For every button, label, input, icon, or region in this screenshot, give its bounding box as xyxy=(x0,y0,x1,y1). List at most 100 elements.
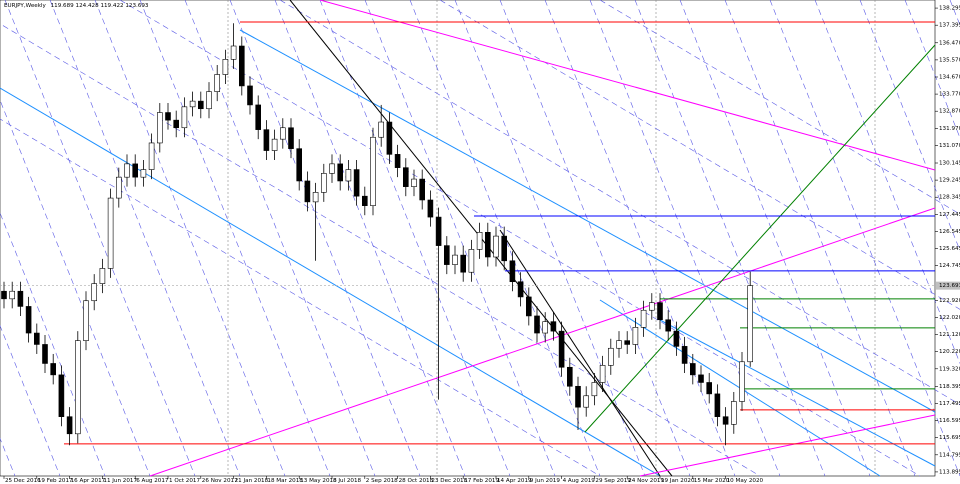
fan-line xyxy=(94,0,286,477)
last-price-box xyxy=(936,281,960,290)
fan-line xyxy=(589,0,781,477)
candle-body xyxy=(288,127,294,149)
fan-line xyxy=(499,0,691,477)
x-tick-label: 17 Feb 2019 xyxy=(464,478,499,484)
y-tick-label: 136.470 xyxy=(939,40,960,46)
x-tick-label: 4 Aug 2019 xyxy=(563,478,596,484)
trend-line xyxy=(239,29,936,413)
candle-body xyxy=(239,45,245,87)
candle-body xyxy=(58,374,65,417)
candle-body xyxy=(378,121,385,138)
x-tick-label: 6 Aug 2017 xyxy=(136,478,169,484)
fan-line xyxy=(319,0,511,477)
candle-body xyxy=(370,136,376,206)
y-tick-label: 132.870 xyxy=(939,109,960,115)
candle-body xyxy=(9,290,15,300)
candle-body xyxy=(279,127,286,140)
candle-body xyxy=(304,180,311,203)
y-tick-label: 138.295 xyxy=(939,6,960,12)
y-tick-label: 126.545 xyxy=(939,229,960,235)
candle-body xyxy=(640,309,647,328)
x-tick-label: 26 Nov 2017 xyxy=(202,478,238,484)
y-tick-label: 120.220 xyxy=(939,349,960,355)
x-tick-label: 8 Jul 2018 xyxy=(333,478,362,484)
fan-line xyxy=(769,0,960,477)
fan-line xyxy=(814,0,960,365)
candle-body xyxy=(33,332,40,345)
candle-body xyxy=(42,344,48,364)
header-low: 119.422 xyxy=(100,3,123,9)
y-tick-label: 115.695 xyxy=(939,435,960,441)
candle-body xyxy=(722,416,729,425)
candle-body xyxy=(607,347,614,366)
y-tick-label: 134.670 xyxy=(939,74,960,80)
candle-body xyxy=(419,178,426,201)
candle-body xyxy=(673,330,680,347)
candle-body xyxy=(747,285,754,363)
candle-body xyxy=(148,142,155,170)
fan-line xyxy=(634,0,826,477)
candle-body xyxy=(83,300,89,341)
candle-body xyxy=(25,306,32,334)
candle-body xyxy=(657,302,663,321)
fan-line xyxy=(904,0,960,139)
candle-body xyxy=(124,163,130,178)
candle-body xyxy=(75,340,81,435)
candle-body xyxy=(255,104,261,130)
candle-body xyxy=(165,112,171,121)
candle-body xyxy=(50,363,57,376)
header-high: 124.428 xyxy=(76,3,100,9)
candle-body xyxy=(542,321,549,334)
fan-line xyxy=(0,23,761,477)
x-tick-label: 23 Dec 2018 xyxy=(431,478,467,484)
candle-body xyxy=(460,254,467,273)
fan-line xyxy=(544,0,736,477)
y-tick-label: 131.070 xyxy=(939,143,960,149)
candle-body xyxy=(320,173,327,193)
candle-body xyxy=(501,235,508,262)
candle-body xyxy=(189,100,196,108)
candle-body xyxy=(534,315,540,334)
candle-body xyxy=(714,393,721,417)
y-tick-label: 127.445 xyxy=(939,212,960,218)
x-tick-label: 16 Apr 2017 xyxy=(71,478,106,484)
candle-body xyxy=(361,195,368,206)
y-tick-label: 122.920 xyxy=(939,298,960,304)
x-tick-label: 11 Jun 2017 xyxy=(103,478,137,484)
candle-body xyxy=(632,327,639,345)
x-tick-label: 19 Feb 2017 xyxy=(38,478,73,484)
trend-line xyxy=(0,87,661,477)
y-tick-label: 119.320 xyxy=(939,366,960,372)
candle-body xyxy=(140,169,147,178)
x-tick-label: 18 Mar 2018 xyxy=(267,478,303,484)
candle-body xyxy=(345,169,352,182)
candle-body xyxy=(452,254,458,265)
candle-body xyxy=(517,281,524,298)
y-tick-label: 114.795 xyxy=(939,452,960,458)
levels xyxy=(0,21,935,445)
candle-body xyxy=(493,235,499,258)
y-tick-label: 124.745 xyxy=(939,263,960,269)
candle-body xyxy=(681,346,688,364)
candle-body xyxy=(394,154,401,168)
candle-body xyxy=(206,91,212,110)
y-tick-label: 121.120 xyxy=(939,332,960,338)
x-tick-label: 25 Dec 2016 xyxy=(5,478,41,484)
candle-body xyxy=(66,416,73,435)
candle-body xyxy=(484,231,491,258)
candle-body xyxy=(435,216,442,246)
y-tick-label: 128.345 xyxy=(939,195,960,201)
trend-line xyxy=(584,44,936,433)
fan-line xyxy=(454,0,646,477)
trend-line xyxy=(319,0,936,171)
header-open: 119.689 xyxy=(51,3,75,9)
fan-line xyxy=(274,0,466,477)
candle-body xyxy=(107,197,114,269)
candle-body xyxy=(558,330,565,368)
fan-line xyxy=(139,0,331,477)
x-tick-label: 14 Apr 2019 xyxy=(497,478,532,484)
x-tick-label: 19 Jan 2020 xyxy=(661,478,695,484)
candle-body xyxy=(312,192,319,203)
x-tick-label: 24 Nov 2019 xyxy=(628,478,664,484)
